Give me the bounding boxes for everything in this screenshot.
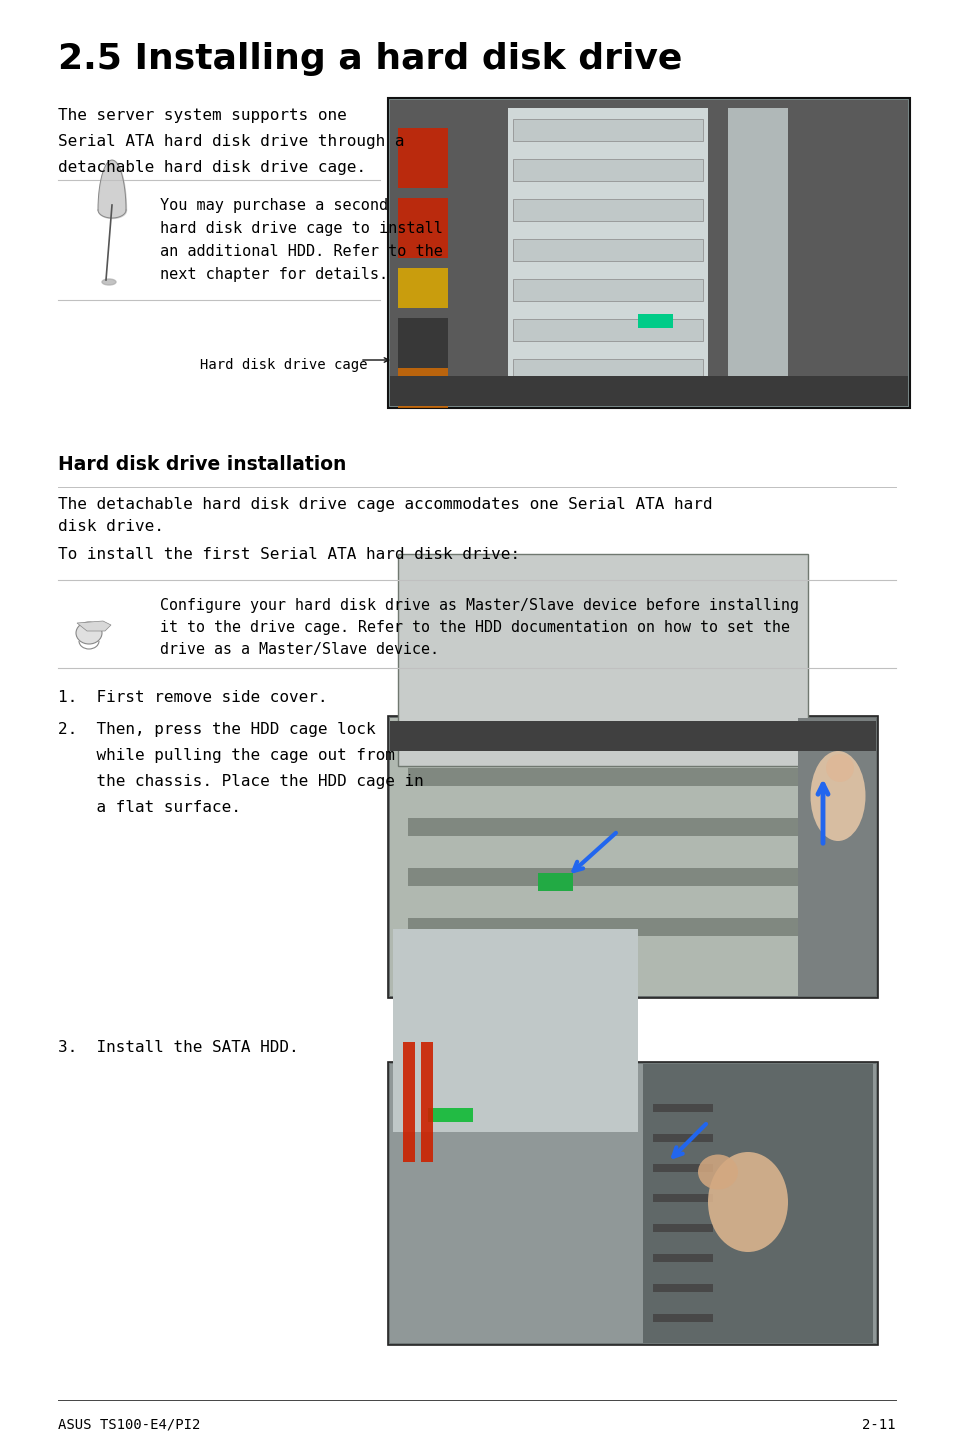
- Bar: [638, 313, 672, 328]
- Text: 2.  Then, press the HDD cage lock: 2. Then, press the HDD cage lock: [58, 722, 375, 738]
- Bar: [397, 318, 448, 368]
- Text: ASUS TS100-E4/PI2: ASUS TS100-E4/PI2: [58, 1418, 200, 1432]
- Text: The server system supports one: The server system supports one: [58, 108, 346, 124]
- Ellipse shape: [810, 751, 864, 841]
- Text: You may purchase a second: You may purchase a second: [160, 198, 388, 213]
- Ellipse shape: [825, 754, 853, 782]
- Bar: [513, 239, 702, 262]
- Text: 2.5 Installing a hard disk drive: 2.5 Installing a hard disk drive: [58, 42, 681, 76]
- Bar: [393, 929, 638, 1132]
- Bar: [408, 917, 797, 936]
- Text: To install the first Serial ATA hard disk drive:: To install the first Serial ATA hard dis…: [58, 546, 519, 562]
- Text: disk drive.: disk drive.: [58, 519, 164, 533]
- Bar: [513, 119, 702, 141]
- Ellipse shape: [707, 1152, 787, 1252]
- Text: Hard disk drive cage: Hard disk drive cage: [200, 358, 367, 372]
- Bar: [408, 768, 797, 787]
- Text: Hard disk drive installation: Hard disk drive installation: [58, 454, 346, 475]
- Text: detachable hard disk drive cage.: detachable hard disk drive cage.: [58, 160, 366, 175]
- Bar: [652, 1314, 712, 1322]
- Bar: [388, 716, 877, 998]
- Text: 2-11: 2-11: [862, 1418, 895, 1432]
- Bar: [390, 720, 875, 751]
- Bar: [652, 1224, 712, 1232]
- Bar: [652, 1284, 712, 1291]
- Text: it to the drive cage. Refer to the HDD documentation on how to set the: it to the drive cage. Refer to the HDD d…: [160, 620, 789, 636]
- Text: Serial ATA hard disk drive through a: Serial ATA hard disk drive through a: [58, 134, 404, 150]
- Bar: [652, 1194, 712, 1202]
- Text: an additional HDD. Refer to the: an additional HDD. Refer to the: [160, 244, 442, 259]
- Bar: [652, 1254, 712, 1263]
- Bar: [513, 319, 702, 341]
- Bar: [390, 1064, 875, 1343]
- Bar: [388, 1063, 877, 1345]
- Bar: [513, 279, 702, 301]
- Text: while pulling the cage out from: while pulling the cage out from: [58, 748, 395, 764]
- Bar: [797, 718, 875, 997]
- Bar: [507, 108, 707, 398]
- Bar: [513, 160, 702, 181]
- Bar: [537, 873, 573, 892]
- Bar: [513, 198, 702, 221]
- Bar: [428, 1109, 473, 1122]
- Bar: [388, 98, 909, 408]
- Bar: [408, 818, 797, 835]
- Bar: [420, 1043, 433, 1162]
- Bar: [513, 360, 702, 381]
- Bar: [397, 198, 448, 257]
- Text: next chapter for details.: next chapter for details.: [160, 267, 388, 282]
- Text: The detachable hard disk drive cage accommodates one Serial ATA hard: The detachable hard disk drive cage acco…: [58, 498, 712, 512]
- Bar: [397, 128, 448, 188]
- Bar: [642, 1064, 872, 1343]
- Ellipse shape: [102, 279, 116, 285]
- Bar: [727, 108, 787, 398]
- Text: 3.  Install the SATA HDD.: 3. Install the SATA HDD.: [58, 1040, 298, 1055]
- Bar: [652, 1135, 712, 1142]
- Bar: [402, 1043, 415, 1162]
- Bar: [397, 368, 448, 408]
- Bar: [390, 375, 907, 406]
- Bar: [397, 267, 448, 308]
- Bar: [390, 718, 875, 997]
- Text: 1.  First remove side cover.: 1. First remove side cover.: [58, 690, 327, 705]
- Bar: [652, 1163, 712, 1172]
- Bar: [390, 101, 907, 406]
- Text: hard disk drive cage to install: hard disk drive cage to install: [160, 221, 442, 236]
- Bar: [408, 869, 797, 886]
- Text: a flat surface.: a flat surface.: [58, 800, 240, 815]
- Ellipse shape: [698, 1155, 738, 1189]
- Bar: [652, 1104, 712, 1112]
- Text: the chassis. Place the HDD cage in: the chassis. Place the HDD cage in: [58, 774, 423, 789]
- Ellipse shape: [76, 623, 102, 644]
- Text: Configure your hard disk drive as Master/Slave device before installing: Configure your hard disk drive as Master…: [160, 598, 799, 613]
- Bar: [397, 554, 807, 766]
- Polygon shape: [77, 621, 111, 631]
- Text: drive as a Master/Slave device.: drive as a Master/Slave device.: [160, 641, 438, 657]
